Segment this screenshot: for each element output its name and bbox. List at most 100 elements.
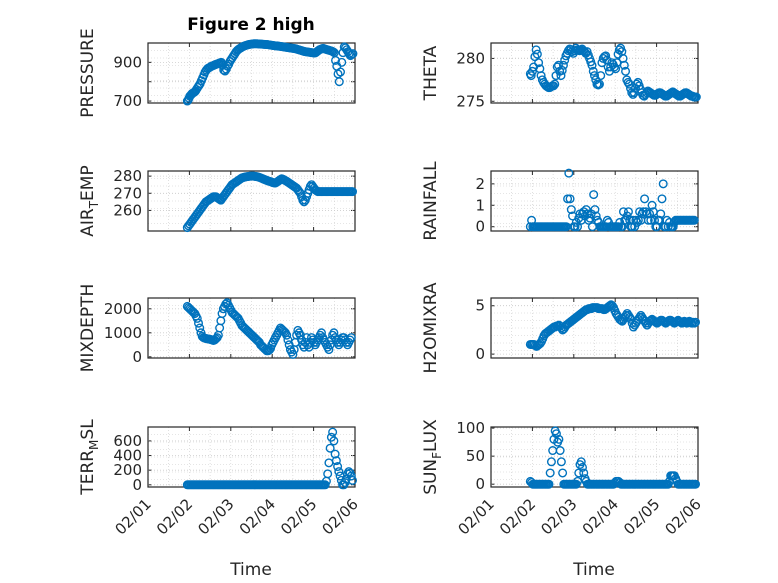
y-tick-label: 0 (132, 476, 142, 494)
data-point (621, 66, 631, 76)
data-point (556, 457, 566, 467)
figure-title: Figure 2 high (187, 15, 315, 35)
data-point (627, 318, 637, 328)
data-point (588, 66, 598, 76)
data-point (563, 194, 573, 204)
data-point (532, 49, 542, 59)
data-point (643, 215, 653, 225)
data-point (330, 449, 340, 459)
data-point (195, 323, 205, 333)
data-point (604, 302, 614, 312)
data-point (549, 81, 559, 91)
data-point (556, 71, 566, 81)
data-point (625, 312, 635, 322)
y-axis-label: SUNFLUX (421, 419, 444, 495)
y-tick-label: 0 (475, 345, 485, 363)
y-tick-label: 0 (132, 348, 142, 366)
data-point (689, 318, 699, 328)
data-point (601, 51, 611, 61)
data-point (594, 79, 604, 89)
data-point (288, 349, 298, 359)
data-point (334, 467, 344, 477)
y-axis-label: H2OMIXRA (421, 282, 441, 373)
data-point (348, 49, 358, 59)
y-tick-label: 2 (475, 175, 485, 193)
data-point (614, 45, 624, 55)
data-point (565, 194, 575, 204)
data-point (656, 209, 666, 219)
y-axis-label: RAINFALL (421, 161, 441, 241)
data-point (545, 468, 555, 478)
data-point (642, 209, 652, 219)
y-tick-label: 700 (113, 92, 142, 110)
data-point (684, 316, 694, 326)
data-point (573, 476, 583, 486)
data-point (570, 222, 580, 232)
data-point (558, 60, 568, 70)
data-point (346, 471, 356, 481)
data-point (564, 168, 574, 178)
y-tick-label: 1000 (104, 324, 142, 342)
data-point (329, 436, 339, 446)
y-tick-label: 200 (113, 461, 142, 479)
data-point (334, 77, 344, 87)
data-point (688, 317, 698, 327)
data-point (589, 190, 599, 200)
axes-box (490, 170, 699, 232)
data-point (331, 55, 341, 65)
y-tick-label: 900 (113, 53, 142, 71)
x-axis-label-right: Time (572, 560, 615, 580)
data-point (530, 340, 540, 350)
data-point (557, 65, 567, 75)
data-point (328, 47, 338, 57)
y-tick-label: 260 (113, 201, 142, 219)
panel-theta: 275 280 THETA (421, 42, 701, 110)
panel-mixdepth: 0 1000 2000 MIXDEPTH (78, 284, 356, 372)
data-point (331, 456, 341, 466)
panel-pressure: 700 900 PRESSURE (78, 28, 358, 118)
y-axis-label: TERRMSL (78, 419, 101, 496)
data-point (292, 330, 302, 340)
data-point (282, 330, 292, 340)
data-point (194, 81, 204, 91)
data-point (348, 187, 358, 197)
y-tick-label: 0 (475, 218, 485, 236)
data-point (324, 345, 334, 355)
data-point (299, 197, 309, 207)
data-point (573, 222, 583, 232)
y-tick-label: 0 (475, 475, 485, 493)
data-point (220, 66, 230, 76)
data-point (348, 475, 358, 485)
y-axis-label: PRESSURE (78, 28, 98, 117)
data-point (615, 314, 625, 324)
data-point (587, 60, 597, 70)
axes-box (147, 170, 356, 232)
data-point (663, 222, 673, 232)
data-point (633, 215, 643, 225)
data-point (579, 468, 589, 478)
data-point (222, 61, 232, 71)
data-point (325, 443, 335, 453)
data-point (691, 92, 701, 102)
data-point (593, 80, 603, 90)
y-tick-label: 400 (113, 447, 142, 465)
y-tick-label: 600 (113, 432, 142, 450)
y-tick-label: 50 (466, 447, 485, 465)
y-tick-label: 280 (456, 49, 485, 67)
y-axis-label: THETA (421, 45, 441, 101)
data-point (590, 71, 600, 81)
data-point (606, 62, 616, 72)
data-point (647, 200, 657, 210)
data-point (323, 469, 333, 479)
data-point (614, 222, 624, 232)
data-point (691, 479, 701, 489)
data-point (294, 187, 304, 197)
y-tick-label: 270 (113, 184, 142, 202)
axes-box (490, 297, 699, 359)
data-point (337, 57, 347, 67)
panel-h2omixra: 0 5 H2OMIXRA (421, 282, 701, 374)
data-point (551, 429, 561, 439)
